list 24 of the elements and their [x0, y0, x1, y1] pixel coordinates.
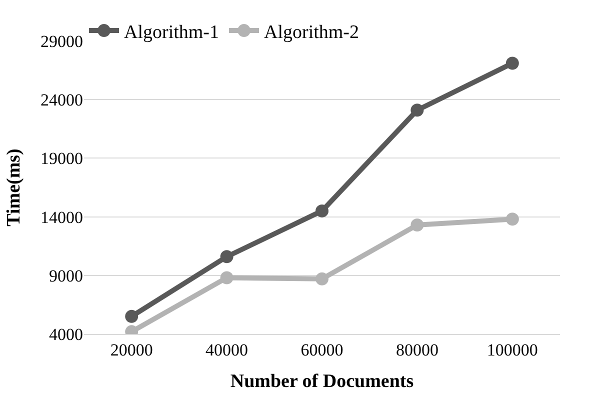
y-tick-label: 14000 — [40, 208, 83, 227]
y-tick-label: 24000 — [40, 90, 83, 110]
x-tick-label: 40000 — [206, 340, 248, 360]
y-tick-label: 19000 — [40, 149, 83, 168]
x-axis-title: Number of Documents — [230, 371, 414, 392]
x-tick-label: 60000 — [300, 340, 344, 360]
legend-label: Algorithm-2 — [264, 22, 359, 43]
point — [316, 204, 328, 218]
point — [506, 56, 519, 70]
point — [410, 218, 424, 232]
point — [220, 271, 234, 284]
x-tick-label: 80000 — [396, 340, 438, 360]
y-tick-label: 9000 — [49, 266, 83, 286]
legend-label: Algorithm-1 — [124, 22, 219, 43]
point — [316, 272, 328, 286]
x-tick-label: 100000 — [486, 340, 538, 360]
point — [125, 310, 138, 323]
point — [506, 212, 519, 226]
point — [410, 104, 424, 117]
y-tick-label: 29000 — [40, 32, 83, 51]
x-tick-label: 20000 — [110, 340, 153, 360]
y-tick-label: 4000 — [49, 324, 83, 344]
y-axis-title: Time(ms) — [3, 148, 24, 226]
point — [220, 250, 234, 264]
